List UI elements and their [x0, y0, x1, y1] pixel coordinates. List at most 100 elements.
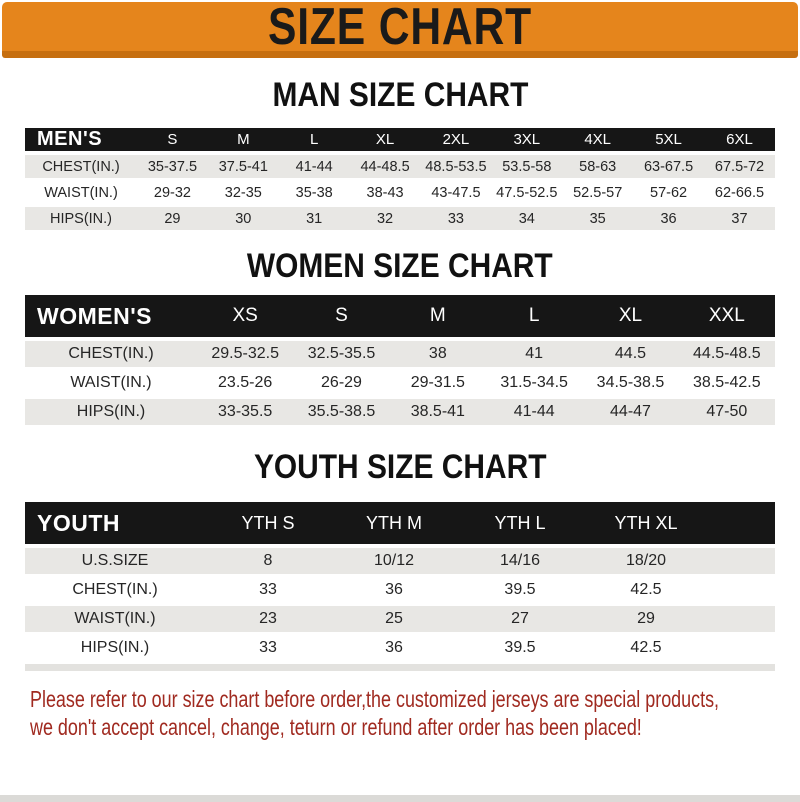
size-cell: 58-63	[562, 155, 634, 181]
size-cell: 42.5	[583, 635, 709, 664]
size-cell: 44-48.5	[349, 155, 421, 181]
youth-section-title: YOUTH SIZE CHART	[0, 450, 800, 484]
size-cell: 39.5	[457, 577, 583, 606]
youth-chest-row: CHEST(IN.) 33 36 39.5 42.5	[25, 577, 775, 606]
row-label: CHEST(IN.)	[25, 341, 197, 370]
size-cell: 62-66.5	[704, 181, 775, 207]
size-cell: 30	[207, 207, 279, 233]
mens-waist-row: WAIST(IN.) 29-32 32-35 35-38 38-43 43-47…	[25, 181, 775, 207]
size-cell: 42.5	[583, 577, 709, 606]
disclaimer-line-1: Please refer to our size chart before or…	[30, 686, 720, 712]
size-cell: 35-38	[278, 181, 350, 207]
size-cell: 48.5-53.5	[420, 155, 492, 181]
mens-size-col: 2XL	[420, 128, 492, 155]
size-cell: 52.5-57	[562, 181, 634, 207]
youth-header-row: YOUTH YTH S YTH M YTH L YTH XL	[25, 502, 775, 548]
row-label: CHEST(IN.)	[25, 577, 205, 606]
size-cell: 38	[389, 341, 486, 370]
youth-table-end-bar	[25, 664, 775, 671]
youth-size-col: YTH S	[205, 502, 331, 548]
row-label: HIPS(IN.)	[25, 635, 205, 664]
size-cell: 29	[137, 207, 208, 233]
size-cell: 41-44	[485, 399, 583, 428]
size-cell: 27	[457, 606, 583, 635]
row-label: CHEST(IN.)	[25, 155, 137, 181]
banner-title: SIZE CHART	[267, 0, 533, 56]
mens-header-label: MEN'S	[25, 128, 137, 155]
size-cell: 39.5	[457, 635, 583, 664]
size-cell: 43-47.5	[420, 181, 492, 207]
size-cell: 53.5-58	[491, 155, 563, 181]
mens-size-col: S	[137, 128, 208, 155]
size-chart-banner: SIZE CHART	[2, 0, 798, 58]
size-cell: 44-47	[582, 399, 679, 428]
youth-section-title-text: YOUTH SIZE CHART	[253, 448, 547, 486]
size-cell: 35	[562, 207, 634, 233]
youth-size-table: YOUTH YTH S YTH M YTH L YTH XL U.S.SIZE …	[25, 502, 775, 664]
youth-size-col: YTH XL	[583, 502, 709, 548]
size-cell: 32-35	[207, 181, 279, 207]
size-cell: 35.5-38.5	[293, 399, 390, 428]
size-cell: 32.5-35.5	[293, 341, 390, 370]
size-cell: 29-32	[137, 181, 208, 207]
youth-waist-row: WAIST(IN.) 23 25 27 29	[25, 606, 775, 635]
mens-size-col: 5XL	[633, 128, 704, 155]
row-label: WAIST(IN.)	[25, 370, 197, 399]
man-section-title: MAN SIZE CHART	[0, 78, 800, 112]
spacer-cell	[709, 502, 775, 548]
size-cell: 38.5-42.5	[678, 370, 775, 399]
size-cell: 10/12	[331, 548, 457, 577]
mens-size-col: 6XL	[704, 128, 775, 155]
mens-hips-row: HIPS(IN.) 29 30 31 32 33 34 35 36 37	[25, 207, 775, 233]
womens-header-row: WOMEN'S XS S M L XL XXL	[25, 295, 775, 341]
size-cell: 47-50	[678, 399, 775, 428]
womens-size-col: S	[293, 295, 390, 341]
womens-size-col: L	[485, 295, 583, 341]
size-cell: 8	[205, 548, 331, 577]
womens-waist-row: WAIST(IN.) 23.5-26 26-29 29-31.5 31.5-34…	[25, 370, 775, 399]
disclaimer-note: Please refer to our size chart before or…	[30, 685, 800, 741]
size-cell: 37	[704, 207, 775, 233]
mens-size-col: 4XL	[562, 128, 634, 155]
size-cell: 36	[331, 635, 457, 664]
youth-hips-row: HIPS(IN.) 33 36 39.5 42.5	[25, 635, 775, 664]
size-cell: 31	[278, 207, 350, 233]
size-cell: 41	[485, 341, 583, 370]
mens-size-table: MEN'S S M L XL 2XL 3XL 4XL 5XL 6XL CHEST…	[25, 128, 775, 233]
youth-size-col: YTH L	[457, 502, 583, 548]
womens-size-table: WOMEN'S XS S M L XL XXL CHEST(IN.) 29.5-…	[25, 295, 775, 428]
size-cell: 33	[205, 635, 331, 664]
spacer-cell	[709, 606, 775, 635]
size-cell: 63-67.5	[633, 155, 704, 181]
mens-size-col: XL	[349, 128, 421, 155]
women-section-title-text: WOMEN SIZE CHART	[247, 247, 553, 285]
size-cell: 38.5-41	[389, 399, 486, 428]
spacer-cell	[709, 548, 775, 577]
size-cell: 26-29	[293, 370, 390, 399]
size-cell: 44.5	[582, 341, 679, 370]
row-label: WAIST(IN.)	[25, 181, 137, 207]
row-label: HIPS(IN.)	[25, 399, 197, 428]
womens-header-label: WOMEN'S	[25, 295, 197, 341]
size-cell: 35-37.5	[137, 155, 208, 181]
row-label: U.S.SIZE	[25, 548, 205, 577]
mens-size-col: 3XL	[491, 128, 563, 155]
size-cell: 33	[205, 577, 331, 606]
womens-size-col: XS	[197, 295, 294, 341]
size-cell: 23.5-26	[197, 370, 294, 399]
size-cell: 47.5-52.5	[491, 181, 563, 207]
size-cell: 32	[349, 207, 421, 233]
spacer-cell	[709, 635, 775, 664]
womens-size-col: XL	[582, 295, 679, 341]
mens-chest-row: CHEST(IN.) 35-37.5 37.5-41 41-44 44-48.5…	[25, 155, 775, 181]
bottom-edge-strip	[0, 795, 800, 802]
size-cell: 67.5-72	[704, 155, 775, 181]
size-cell: 29.5-32.5	[197, 341, 294, 370]
size-cell: 34	[491, 207, 563, 233]
size-cell: 44.5-48.5	[678, 341, 775, 370]
womens-hips-row: HIPS(IN.) 33-35.5 35.5-38.5 38.5-41 41-4…	[25, 399, 775, 428]
size-cell: 37.5-41	[207, 155, 279, 181]
man-section-title-text: MAN SIZE CHART	[272, 76, 528, 114]
row-label: HIPS(IN.)	[25, 207, 137, 233]
size-cell: 57-62	[633, 181, 704, 207]
